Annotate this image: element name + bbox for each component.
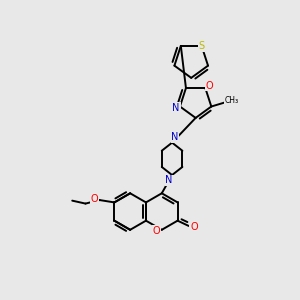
Text: N: N [171, 132, 179, 142]
Text: N: N [172, 103, 180, 113]
Text: CH₃: CH₃ [224, 96, 239, 105]
Text: O: O [205, 81, 213, 91]
Text: O: O [190, 222, 198, 233]
Text: N: N [166, 175, 173, 185]
Text: S: S [199, 41, 205, 51]
Text: O: O [91, 194, 98, 204]
Text: O: O [153, 226, 160, 236]
